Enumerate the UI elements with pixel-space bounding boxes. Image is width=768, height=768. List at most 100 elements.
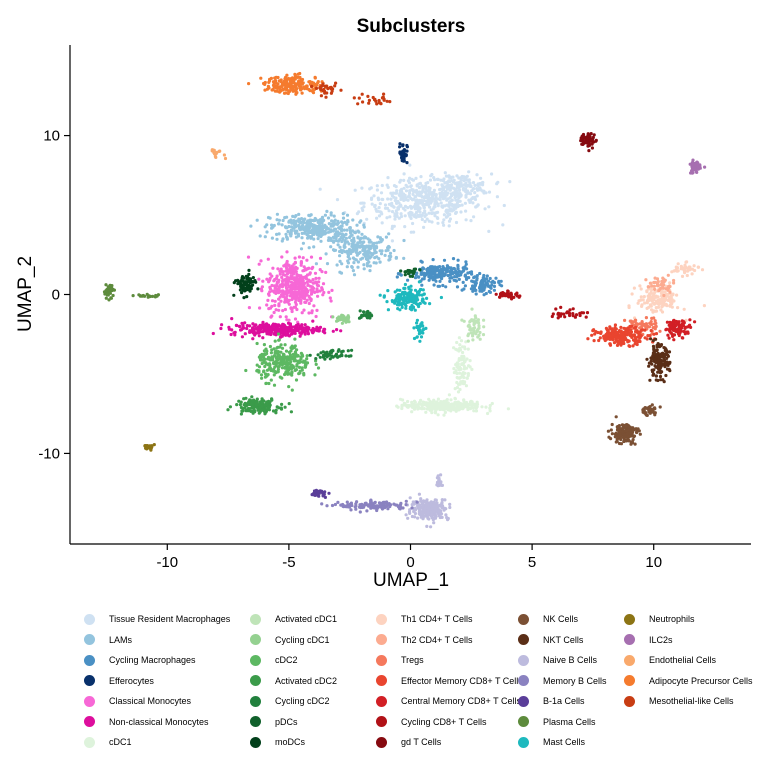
data-point [417,293,421,297]
data-point [480,284,484,288]
data-point [333,502,337,507]
data-point [380,183,384,188]
data-point [259,373,264,377]
data-point [247,287,251,291]
data-point [473,314,477,318]
data-point [362,223,366,227]
data-point [608,337,612,341]
data-point [653,280,657,284]
data-point [309,229,313,234]
data-point [313,227,317,231]
data-point [289,326,293,330]
data-point [319,239,323,243]
data-point [303,328,307,333]
data-point [366,312,370,316]
data-point [318,232,322,236]
data-point [306,231,310,235]
data-point [658,298,662,302]
data-point [313,218,317,222]
data-point [654,294,658,298]
data-point [449,409,453,413]
data-point [310,309,314,313]
data-point [399,214,404,219]
data-point [488,403,492,408]
data-point [361,504,365,508]
data-point [473,283,478,287]
data-point [442,213,446,217]
data-point [415,500,419,504]
data-point [473,191,477,195]
data-point [474,292,478,296]
data-point [355,247,359,251]
data-point [338,249,342,254]
data-point [296,232,300,236]
data-point [369,498,373,502]
series-adipocyte-precursor-cells [247,71,329,96]
data-point [394,209,398,213]
data-point [277,406,281,410]
data-point [412,294,416,298]
data-point [432,398,436,402]
data-point [508,180,512,184]
data-point [469,399,473,403]
data-point [295,290,299,294]
data-point [379,240,383,244]
data-point [387,254,391,258]
data-point [268,276,272,280]
data-point [416,204,420,208]
data-point [401,506,405,510]
data-point [474,332,478,336]
data-point [303,323,307,327]
data-point [412,407,417,411]
data-point [649,337,653,341]
data-point [321,282,326,286]
series-central-memory-cd8-t-cells [664,318,697,342]
data-point [471,196,475,200]
data-point [450,268,454,272]
series-cycling-cd8-t-cells [494,289,590,320]
data-point [419,515,423,519]
data-point [437,476,441,480]
series-plasma-cells [102,283,160,302]
data-point [322,329,326,333]
data-point [587,142,591,146]
series-th2-cd4-t-cells [644,273,676,298]
data-point [686,269,690,273]
data-point [283,273,287,277]
data-point [376,235,380,239]
data-point [150,444,154,448]
data-point [457,188,461,192]
data-point [456,271,460,275]
data-point [640,303,644,307]
data-point [502,292,506,296]
data-point [403,194,407,199]
data-point [443,410,447,414]
data-point [430,411,434,415]
data-point [315,493,319,497]
data-point [608,334,613,338]
data-point [475,173,479,177]
data-point [682,320,686,324]
data-point [676,269,680,273]
data-point [254,280,258,284]
data-point [468,365,472,369]
data-point [365,509,369,513]
data-point [340,250,344,255]
data-point [420,321,424,325]
data-point [411,270,415,274]
data-point [439,406,443,410]
data-point [331,329,335,333]
data-point [672,333,677,337]
data-point [423,301,427,305]
data-point [376,196,380,200]
data-point [244,274,248,278]
data-point [425,201,429,205]
data-point [678,331,682,335]
data-point [283,343,287,347]
data-point [464,262,468,266]
data-point [403,270,407,274]
data-point [228,405,232,409]
data-point [495,182,499,186]
data-point [455,380,459,385]
data-point [340,262,344,266]
